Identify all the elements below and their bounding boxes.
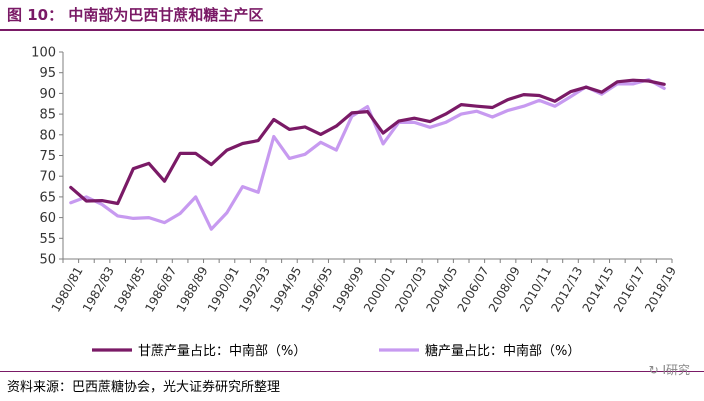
y-tick-label: 65 [39, 190, 56, 205]
figure-title: 图 10： 中南部为巴西甘蔗和糖主产区 [7, 6, 264, 24]
line-chart: 50 55 60 65 70 75 80 85 90 95 100 1980/811982/8319… [31, 46, 679, 360]
y-axis: 50 55 60 65 70 75 80 85 90 95 100 [31, 46, 64, 268]
watermark: ↻ I研究 [648, 363, 690, 377]
y-tick-label: 75 [39, 149, 56, 164]
series-line-sugar [69, 78, 666, 231]
y-tick-label: 50 [39, 253, 56, 268]
y-tick-label: 95 [39, 66, 56, 81]
y-tick-label: 55 [39, 232, 56, 247]
source-note: 资料来源：巴西蔗糖协会，光大证券研究所整理 [7, 380, 281, 395]
y-tick-label: 90 [39, 87, 56, 102]
x-tick-label: 2018/19 [642, 264, 679, 314]
y-tick-label: 60 [39, 211, 56, 226]
y-tick-label: 70 [39, 170, 56, 185]
series-layer [69, 78, 666, 231]
legend-entry-cane-label: 甘蔗产量占比：中南部（%） [138, 343, 306, 359]
x-axis: 1980/811982/831984/851986/871988/891990/… [49, 258, 679, 314]
legend: 甘蔗产量占比：中南部（%） 糖产量占比：中南部（%） [92, 343, 580, 359]
y-tick-label: 80 [39, 128, 56, 143]
title-divider [0, 29, 704, 31]
y-tick-label: 100 [31, 46, 56, 61]
series-line-cane [69, 78, 666, 206]
y-tick-label: 85 [39, 108, 56, 123]
source-divider [0, 371, 704, 372]
legend-entry-sugar-label: 糖产量占比：中南部（%） [425, 343, 580, 359]
